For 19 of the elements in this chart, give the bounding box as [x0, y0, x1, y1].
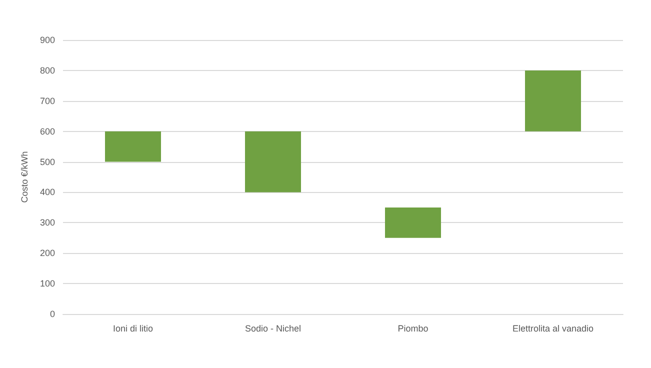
y-tick-label: 0	[50, 309, 55, 319]
bar	[385, 207, 441, 238]
x-tick-label: Piombo	[398, 324, 428, 334]
x-tick-label: Sodio - Nichel	[244, 324, 302, 334]
bar	[105, 131, 161, 162]
y-tick-label: 500	[40, 156, 55, 167]
y-tick-label: 200	[40, 248, 55, 258]
y-tick-label: 400	[40, 187, 55, 198]
y-tick-label: 600	[40, 126, 55, 136]
y-tick-label: 900	[40, 35, 55, 45]
y-tick-label: 100	[40, 278, 55, 289]
x-tick-label: Ioni di litio	[112, 324, 154, 334]
bar	[525, 70, 581, 132]
y-tick-label: 700	[40, 96, 55, 106]
y-tick-label: 800	[40, 65, 55, 76]
y-tick-label: 300	[40, 218, 55, 228]
bar	[245, 131, 301, 192]
x-tick-label: Elettrolita al vanadio	[512, 324, 594, 334]
y-axis-title: Costo €/kWh	[20, 151, 30, 203]
